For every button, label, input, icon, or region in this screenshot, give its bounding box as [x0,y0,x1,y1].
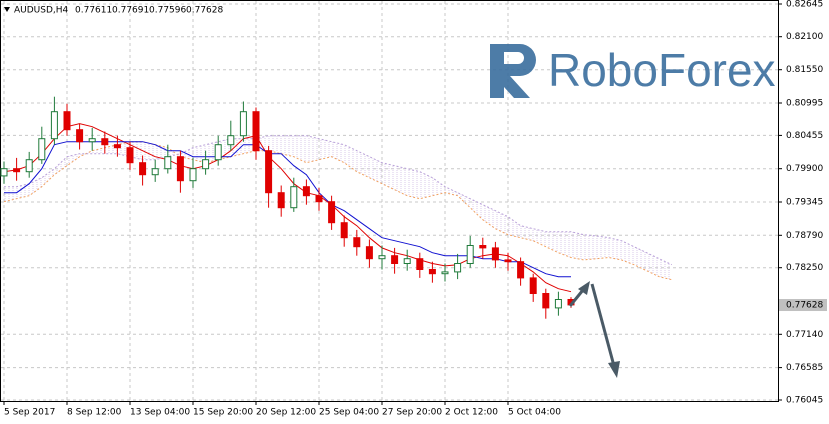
y-tick-label: 0.77140 [786,330,823,340]
candle-body [454,263,462,273]
candle-body [13,168,21,173]
y-tick-label: 0.80995 [786,99,823,109]
arrow [590,283,616,367]
candle-body [50,111,58,140]
candle-body [277,192,285,209]
y-tick-label: 0.79345 [786,198,823,208]
x-tick-label: 20 Sep 12:00 [256,408,316,418]
axes: 0.82645 0.82100 0.81550 0.80995 0.80455 0.799… [3,0,827,418]
candle-body [479,245,487,249]
price-label: 0.77628 [786,301,823,311]
candle-body [542,293,550,309]
logo: RoboForex [490,44,776,98]
candle-body [290,186,298,209]
candle-body [441,271,449,275]
candle-body [529,277,537,294]
candle-body [265,150,273,194]
symbol: AUDUSD,H4 [14,6,69,16]
candle-body [315,195,323,203]
x-tick-label: 8 Sep 12:00 [67,408,122,418]
y-tick-label: 0.78790 [786,231,823,241]
candle-body [113,144,121,149]
candle-body [239,111,247,137]
arrow-head [578,281,590,295]
candle-body [491,247,499,261]
forecast-arrows [568,281,620,378]
x-tick-label: 5 Oct 04:00 [508,408,561,418]
candle-body [416,258,424,271]
cloud-span [4,135,673,266]
y-tick-label: 0.78250 [786,263,823,273]
logo-icon [494,44,536,98]
candles [0,96,575,319]
ohlc-high: 0.77691 [112,6,149,16]
x-tick-label: 13 Sep 04:00 [130,408,190,418]
x-tick-label: 15 Sep 20:00 [193,408,253,418]
candle-body [164,156,172,170]
candle-body [466,245,474,264]
ohlc-open: 0.77611 [75,6,112,16]
candle-body [517,261,525,279]
watermark: RoboForex [548,44,776,96]
candle-body [378,255,386,260]
candle-body [227,135,235,146]
ohlc-low: 0.77596 [149,6,186,16]
candle-body [340,222,348,239]
y-tick-label: 0.82100 [786,32,823,42]
price-box [779,299,827,312]
candle-body [353,237,361,248]
y-tick-label: 0.79900 [786,164,823,174]
candle-body [202,159,210,170]
candle-body [365,246,373,260]
arrow-head [608,361,620,378]
candle-body [214,144,222,161]
candle-body [189,168,197,182]
indicator-lines [3,123,572,293]
candle-body [76,129,84,143]
candle-body [504,259,512,263]
candle-body [176,156,184,182]
indicator-line [4,141,571,278]
y-tick-label: 0.76585 [786,363,823,373]
arrow [568,289,585,307]
candle-body [151,168,159,176]
candle-body [25,159,33,173]
x-tick-label: 2 Oct 12:00 [445,408,498,418]
ohlc-close: 0.77628 [186,6,223,16]
x-tick-label: 27 Sep 20:00 [382,408,442,418]
candle-body [63,111,71,131]
candle-body [428,269,436,275]
y-tick-label: 0.82645 [786,0,823,10]
candle-body [126,147,134,164]
candle-body [391,255,399,264]
candle-body [403,258,411,265]
x-tick-label: 5 Sep 2017 [4,408,55,418]
y-tick-label: 0.76045 [786,396,823,406]
x-tick-label: 25 Sep 04:00 [319,408,379,418]
candle-body [139,162,147,176]
candle-body [302,186,310,197]
candle-body [88,138,96,143]
y-tick-label: 0.81550 [786,65,823,75]
cloud [3,135,673,281]
candle-body [252,111,260,152]
candle-body [38,138,46,161]
candle-body [554,299,562,309]
candle-body [0,168,8,177]
candle-body [328,201,336,224]
y-tick-label: 0.80455 [786,131,823,141]
candle-body [101,138,109,146]
menu-triangle[interactable] [4,7,10,12]
